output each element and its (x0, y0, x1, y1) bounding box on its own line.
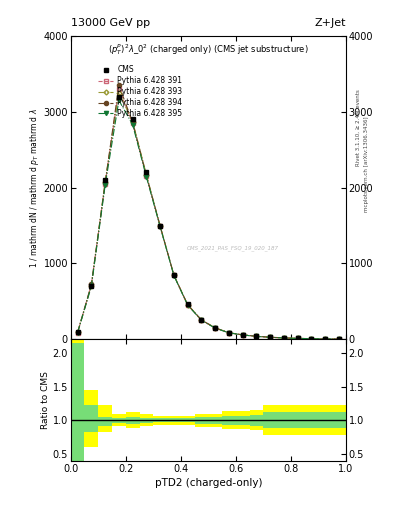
Text: 13000 GeV pp: 13000 GeV pp (71, 18, 150, 28)
X-axis label: pTD2 (charged-only): pTD2 (charged-only) (154, 478, 262, 488)
Text: $(p_T^P)^2\lambda\_0^2$ (charged only) (CMS jet substructure): $(p_T^P)^2\lambda\_0^2$ (charged only) (… (108, 42, 309, 57)
Text: CMS_2021_PAS_FSQ_19_020_187: CMS_2021_PAS_FSQ_19_020_187 (186, 245, 278, 251)
Legend: CMS, Pythia 6.428 391, Pythia 6.428 393, Pythia 6.428 394, Pythia 6.428 395: CMS, Pythia 6.428 391, Pythia 6.428 393,… (97, 64, 184, 120)
Text: Z+Jet: Z+Jet (314, 18, 346, 28)
Text: mcplots.cern.ch [arXiv:1306.3436]: mcplots.cern.ch [arXiv:1306.3436] (364, 116, 369, 211)
Y-axis label: 1 / mathrm dN / mathrm d $p_T$ mathrm d $\lambda$: 1 / mathrm dN / mathrm d $p_T$ mathrm d … (28, 108, 40, 268)
Text: Rivet 3.1.10, ≥ 2.4M events: Rivet 3.1.10, ≥ 2.4M events (356, 90, 361, 166)
Y-axis label: Ratio to CMS: Ratio to CMS (41, 371, 50, 429)
